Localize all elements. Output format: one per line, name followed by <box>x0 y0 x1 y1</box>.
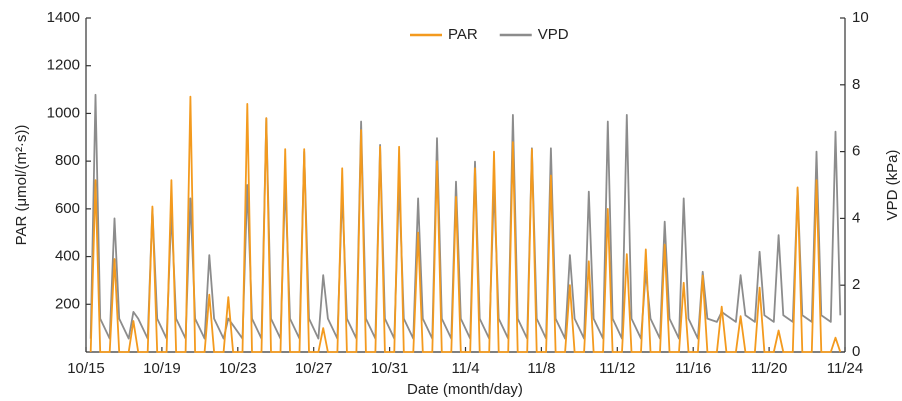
x-tick-label: 11/4 <box>451 360 479 377</box>
y-tick-label: 1200 <box>47 57 80 74</box>
y2-axis-title: VPD (kPa) <box>884 150 901 221</box>
y-tick-label: 600 <box>55 200 80 217</box>
x-tick-label: 11/8 <box>527 360 555 377</box>
y2-tick-label: 4 <box>852 209 860 226</box>
x-tick-label: 11/20 <box>751 360 787 377</box>
x-tick-label: 10/15 <box>67 360 105 377</box>
y-axis-title: PAR (μmol/(m²·s)) <box>13 125 30 246</box>
y2-tick-label: 2 <box>852 276 860 293</box>
x-tick-label: 11/12 <box>599 360 635 377</box>
x-tick-label: 10/23 <box>219 360 257 377</box>
x-tick-label: 11/16 <box>675 360 711 377</box>
y-tick-label: 400 <box>55 248 80 265</box>
x-tick-label: 11/24 <box>827 360 863 377</box>
x-axis-title: Date (month/day) <box>407 381 523 398</box>
x-tick-label: 10/19 <box>143 360 181 377</box>
legend-label: PAR <box>448 26 478 43</box>
series-line <box>89 93 842 340</box>
x-tick-label: 10/27 <box>295 360 333 377</box>
y2-tick-label: 10 <box>852 9 869 26</box>
y2-tick-label: 0 <box>852 343 860 360</box>
y2-tick-label: 8 <box>852 76 860 93</box>
y-tick-label: 1000 <box>47 104 80 121</box>
x-tick-label: 10/31 <box>371 360 409 377</box>
y2-tick-label: 6 <box>852 143 860 160</box>
y-tick-label: 1400 <box>47 9 80 26</box>
legend-label: VPD <box>538 26 569 43</box>
y-tick-label: 200 <box>55 295 80 312</box>
series-line <box>89 95 842 353</box>
y-tick-label: 800 <box>55 152 80 169</box>
